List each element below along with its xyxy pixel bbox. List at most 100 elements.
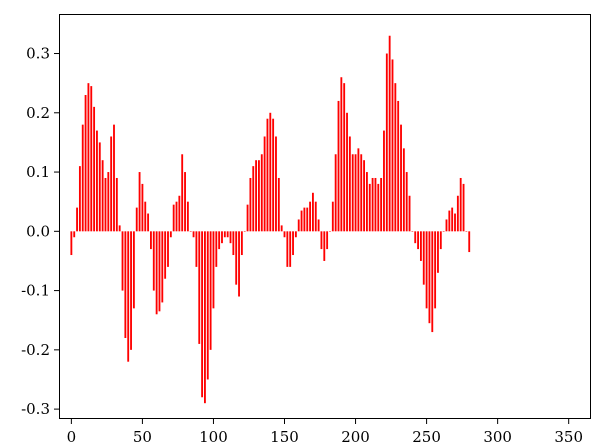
bar	[118, 225, 121, 232]
bar	[181, 154, 184, 232]
bar	[306, 207, 309, 232]
x-tick-label: 100	[199, 428, 228, 445]
bar	[468, 231, 471, 253]
bar	[155, 231, 158, 315]
bar	[178, 195, 181, 232]
bar	[357, 148, 360, 232]
bar	[96, 130, 98, 232]
bar	[167, 231, 169, 267]
bar	[354, 154, 357, 232]
bar	[343, 83, 346, 232]
bar	[417, 231, 419, 250]
bar	[229, 231, 232, 244]
bar	[272, 118, 275, 232]
bar	[419, 231, 422, 261]
bar	[184, 172, 186, 232]
bar	[110, 136, 113, 232]
bar	[152, 231, 155, 291]
bar	[294, 231, 297, 238]
bar	[169, 231, 172, 238]
bar	[104, 177, 107, 232]
bar	[189, 231, 192, 232]
bar	[439, 231, 442, 250]
bar	[292, 231, 294, 256]
bar	[212, 231, 215, 309]
bar	[402, 148, 405, 232]
bar	[448, 210, 451, 232]
bar	[428, 231, 431, 324]
bar	[437, 231, 439, 273]
bar	[340, 77, 343, 232]
bar	[158, 231, 161, 312]
bar	[195, 231, 198, 267]
bar	[459, 177, 462, 232]
bar	[400, 124, 402, 232]
bar	[198, 231, 201, 344]
x-tick-label: 200	[341, 428, 370, 445]
bar	[346, 112, 348, 232]
bar	[391, 59, 394, 232]
y-tick-label: -0.2	[21, 341, 50, 359]
bar	[70, 231, 73, 256]
bar	[130, 231, 132, 350]
plot-frame	[59, 14, 591, 419]
bar	[283, 231, 286, 238]
bar	[238, 231, 240, 297]
x-tick-label: 300	[483, 428, 512, 445]
bar	[411, 231, 414, 232]
bar	[78, 166, 81, 232]
bar	[124, 231, 127, 338]
bar	[101, 160, 104, 232]
bar	[164, 231, 167, 279]
y-tick-label: 0.3	[26, 45, 50, 63]
bar	[348, 136, 351, 232]
y-tick-label: 0.0	[26, 222, 50, 240]
bar	[300, 210, 303, 232]
bar	[329, 231, 331, 232]
bar	[175, 201, 178, 232]
bar	[275, 136, 277, 232]
x-tick-label: 0	[67, 428, 77, 445]
bar	[258, 160, 260, 232]
bar	[226, 231, 229, 238]
bar	[115, 177, 118, 232]
bar	[314, 201, 317, 232]
bar	[360, 154, 363, 232]
bar	[326, 231, 329, 250]
bar	[144, 201, 147, 232]
bar	[186, 201, 189, 232]
bars-group	[70, 35, 471, 404]
bar	[454, 213, 456, 232]
bar	[246, 204, 249, 232]
bar	[201, 231, 204, 398]
bar	[263, 136, 266, 232]
bar	[363, 160, 365, 232]
bar	[141, 183, 144, 232]
bar	[161, 231, 164, 303]
bar	[269, 112, 272, 232]
bar	[266, 118, 269, 232]
bar	[397, 100, 400, 232]
bar	[206, 231, 209, 380]
bar	[215, 231, 218, 267]
bar	[365, 172, 368, 232]
y-tick-label: -0.3	[21, 400, 50, 418]
bar	[221, 231, 223, 244]
bar	[87, 83, 90, 232]
bar	[121, 231, 124, 291]
bar	[235, 231, 238, 285]
bar	[465, 231, 468, 232]
bar	[337, 100, 340, 232]
bar	[434, 231, 437, 309]
bar	[462, 183, 465, 232]
bar	[289, 231, 292, 267]
bar	[107, 172, 110, 232]
bar	[76, 207, 78, 232]
bar	[232, 231, 235, 256]
bar	[385, 53, 388, 232]
bar	[243, 231, 246, 232]
bar	[309, 201, 312, 232]
bar	[442, 231, 445, 232]
